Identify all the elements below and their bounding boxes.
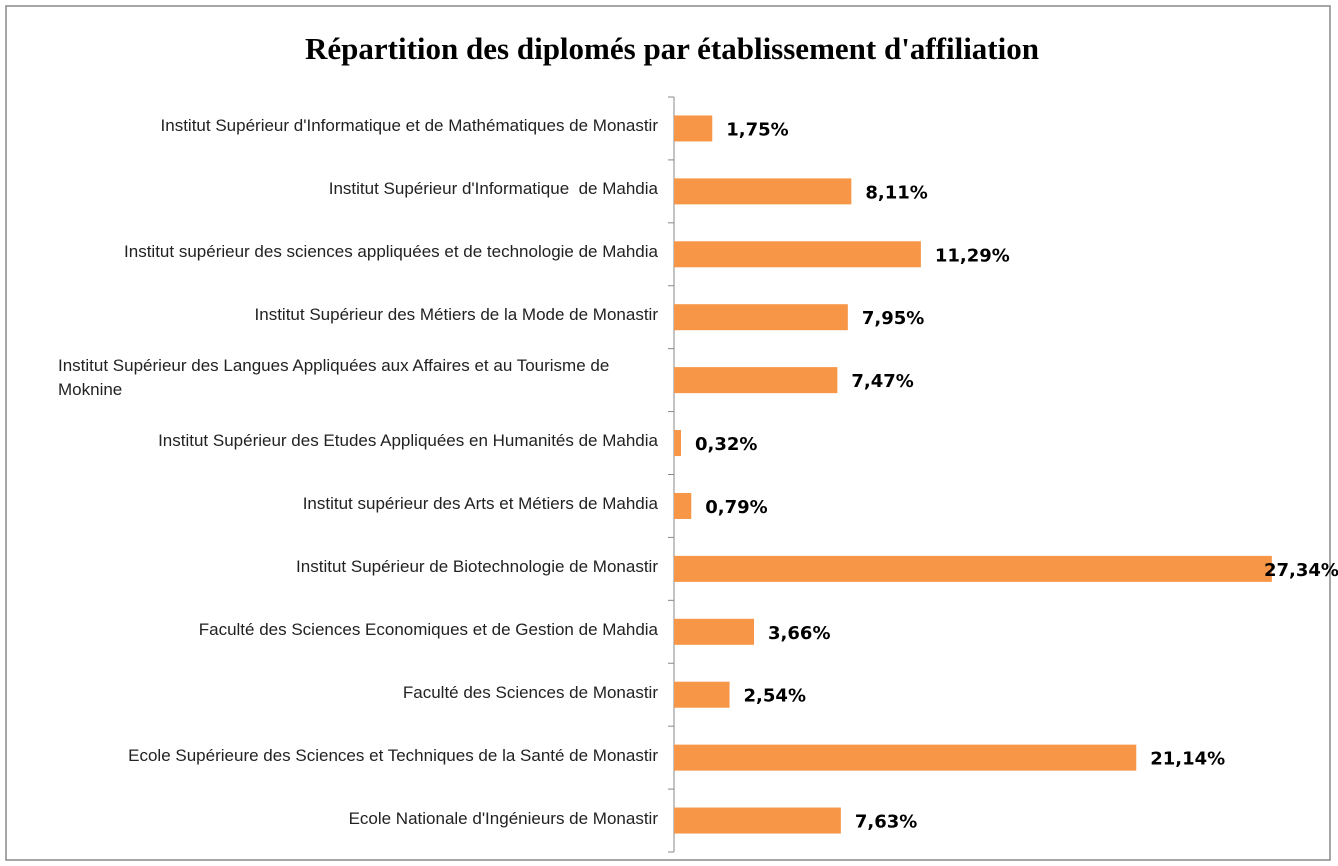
category-text: Faculté des Sciences de Monastir	[402, 682, 658, 702]
bar	[674, 115, 713, 142]
bar	[674, 807, 841, 834]
category-text: Institut Supérieur des Métiers de la Mod…	[254, 305, 658, 325]
data-label: 2,54%	[744, 686, 806, 707]
data-label: 3,66%	[768, 623, 830, 644]
bar	[674, 304, 848, 331]
chart-border	[5, 5, 1331, 861]
category-text: Institut Supérieur de Biotechnologie de …	[296, 556, 658, 576]
data-label: 11,29%	[935, 245, 1010, 266]
bar	[674, 492, 692, 519]
category-text: Institut supérieur des sciences appliqué…	[124, 242, 658, 262]
category-text: Institut supérieur des Arts et Métiers d…	[302, 493, 658, 513]
data-label: 27,34%	[1264, 560, 1338, 581]
data-label: 21,14%	[1150, 749, 1225, 770]
y-tick-label: Institut Supérieur d'Informatique et de …	[58, 98, 658, 154]
category-text: Faculté des Sciences Economiques et de G…	[198, 619, 658, 639]
chart-title: Répartition des diplomés par établisseme…	[305, 31, 1039, 66]
bar	[674, 618, 755, 645]
category-text: Institut Supérieur des Etudes Appliquées…	[158, 431, 658, 451]
data-label: 7,47%	[851, 371, 913, 392]
y-tick-label: Faculté des Sciences Economiques et de G…	[58, 602, 658, 658]
category-text: Institut Supérieur d'Informatique de Mah…	[328, 179, 658, 199]
y-tick-label: Institut supérieur des sciences appliqué…	[58, 224, 658, 280]
y-tick-label: Faculté des Sciences de Monastir	[58, 665, 658, 721]
y-tick-label: Institut Supérieur d'Informatique de Mah…	[58, 161, 658, 217]
category-text: Ecole Nationale d'Ingénieurs de Monastir	[348, 808, 658, 828]
bar	[674, 681, 730, 708]
y-tick-label: Ecole Supérieure des Sciences et Techniq…	[58, 728, 658, 784]
bar	[674, 555, 1272, 582]
data-label: 0,32%	[695, 434, 757, 455]
category-text: Ecole Supérieure des Sciences et Techniq…	[128, 745, 658, 765]
data-label: 8,11%	[865, 182, 927, 203]
bar	[674, 178, 852, 205]
data-label: 1,75%	[726, 119, 788, 140]
data-label: 0,79%	[705, 497, 767, 518]
y-tick-label: Institut supérieur des Arts et Métiers d…	[58, 476, 658, 532]
bar	[674, 430, 681, 457]
y-tick-label: Institut Supérieur de Biotechnologie de …	[58, 539, 658, 595]
bar	[674, 241, 921, 268]
category-text: Institut Supérieur d'Informatique et de …	[160, 116, 658, 136]
y-tick-label: Institut Supérieur des Langues Appliquée…	[58, 350, 658, 406]
data-label: 7,95%	[862, 308, 924, 329]
category-text: Institut Supérieur des Langues Appliquée…	[58, 356, 615, 400]
bar	[674, 367, 838, 394]
y-tick-label: Ecole Nationale d'Ingénieurs de Monastir	[58, 791, 658, 847]
y-tick-label: Institut Supérieur des Métiers de la Mod…	[58, 287, 658, 343]
y-tick-label: Institut Supérieur des Etudes Appliquées…	[58, 413, 658, 469]
bar	[674, 744, 1137, 771]
data-label: 7,63%	[855, 812, 917, 833]
